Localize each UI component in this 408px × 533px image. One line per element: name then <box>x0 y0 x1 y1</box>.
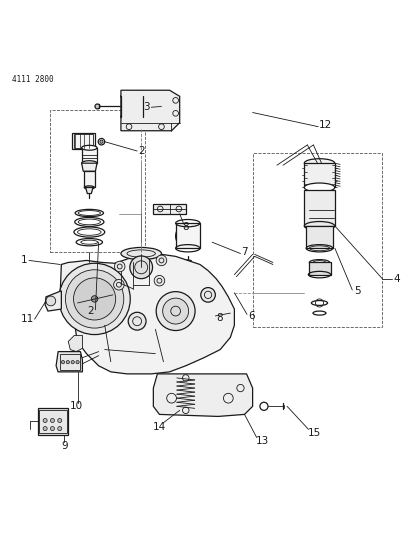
Text: 3: 3 <box>143 102 150 112</box>
Circle shape <box>58 426 62 431</box>
Ellipse shape <box>304 183 335 192</box>
Circle shape <box>175 224 200 248</box>
Bar <box>40 410 67 433</box>
Circle shape <box>66 360 69 364</box>
Bar <box>84 171 95 188</box>
Ellipse shape <box>121 247 162 260</box>
Polygon shape <box>68 335 82 352</box>
Text: 10: 10 <box>70 401 83 411</box>
Ellipse shape <box>121 93 143 100</box>
Text: 7: 7 <box>241 247 248 257</box>
Circle shape <box>163 298 188 324</box>
Text: 14: 14 <box>153 422 166 432</box>
Polygon shape <box>45 291 61 311</box>
Bar <box>38 408 68 435</box>
Circle shape <box>46 296 55 306</box>
Ellipse shape <box>304 159 335 167</box>
Text: 5: 5 <box>354 286 361 296</box>
Circle shape <box>59 263 130 335</box>
Circle shape <box>154 276 165 286</box>
Circle shape <box>51 426 55 431</box>
Polygon shape <box>56 352 82 372</box>
Bar <box>304 163 335 188</box>
Circle shape <box>115 261 125 272</box>
Bar <box>308 262 331 274</box>
Circle shape <box>95 104 100 109</box>
Text: 2: 2 <box>138 146 144 156</box>
Polygon shape <box>86 188 93 193</box>
Ellipse shape <box>82 161 97 166</box>
Bar <box>306 226 333 248</box>
Text: 1: 1 <box>20 255 27 265</box>
Bar <box>50 110 145 252</box>
Bar <box>73 134 93 148</box>
Bar <box>253 153 382 327</box>
Bar <box>72 133 95 149</box>
Text: 13: 13 <box>256 436 269 446</box>
Circle shape <box>91 296 98 302</box>
Text: 6: 6 <box>248 311 255 321</box>
Circle shape <box>61 360 64 364</box>
Circle shape <box>130 256 153 279</box>
Circle shape <box>43 418 47 423</box>
Bar <box>121 96 143 117</box>
Bar <box>304 190 335 226</box>
Text: 12: 12 <box>319 120 332 131</box>
Circle shape <box>114 279 124 290</box>
Text: 11: 11 <box>21 314 34 324</box>
Text: 8: 8 <box>182 222 189 232</box>
Polygon shape <box>153 374 253 416</box>
Circle shape <box>180 229 195 244</box>
Ellipse shape <box>82 146 97 150</box>
Bar <box>175 223 200 248</box>
Text: 9: 9 <box>61 441 67 451</box>
Polygon shape <box>153 204 186 214</box>
Polygon shape <box>60 254 234 374</box>
Ellipse shape <box>121 113 143 120</box>
Circle shape <box>128 312 146 330</box>
Circle shape <box>65 270 124 328</box>
Circle shape <box>156 292 195 330</box>
Circle shape <box>73 278 115 320</box>
Circle shape <box>71 360 74 364</box>
Circle shape <box>156 255 167 265</box>
Text: 2: 2 <box>87 306 94 316</box>
Polygon shape <box>121 90 180 131</box>
Bar <box>82 148 97 163</box>
Polygon shape <box>200 309 231 317</box>
Circle shape <box>43 426 47 431</box>
Circle shape <box>100 140 103 143</box>
Bar <box>60 354 80 370</box>
Text: 4: 4 <box>393 273 400 284</box>
Circle shape <box>76 360 79 364</box>
Circle shape <box>51 418 55 423</box>
Polygon shape <box>82 163 97 171</box>
Text: 15: 15 <box>308 427 321 438</box>
Text: 8: 8 <box>216 313 223 323</box>
Circle shape <box>58 418 62 423</box>
Circle shape <box>201 288 215 302</box>
Text: 4111 2800: 4111 2800 <box>11 75 53 84</box>
